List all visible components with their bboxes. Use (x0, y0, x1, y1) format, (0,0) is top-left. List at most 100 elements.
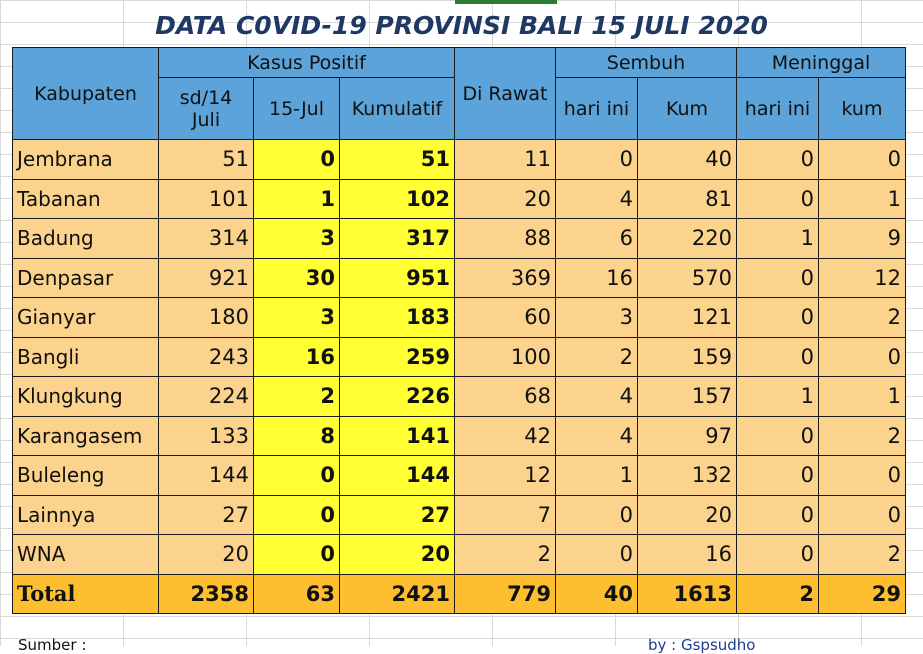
cell-sembuh-hari-ini[interactable]: 16 (555, 257, 638, 298)
cell-sembuh-kum[interactable]: 159 (637, 336, 737, 377)
cell-15-jul[interactable]: 0 (253, 139, 340, 180)
cell-kabupaten[interactable]: Karangasem (12, 415, 159, 456)
header-kumulatif[interactable]: Kumulatif (339, 77, 455, 140)
cell-meninggal-kum[interactable]: 2 (818, 297, 906, 338)
cell-sembuh-hari-ini[interactable]: 0 (555, 139, 638, 180)
header-meninggal-kum[interactable]: kum (818, 77, 906, 140)
cell-meninggal-kum[interactable]: 1 (818, 376, 906, 417)
cell-kumulatif[interactable]: 183 (339, 297, 455, 338)
cell-kabupaten[interactable]: Denpasar (12, 257, 159, 298)
cell-15-jul[interactable]: 0 (253, 534, 340, 575)
cell-kumulatif[interactable]: 141 (339, 415, 455, 456)
cell-kabupaten[interactable]: Buleleng (12, 455, 159, 496)
cell-dirawat[interactable]: 20 (454, 178, 556, 219)
cell-15-jul[interactable]: 16 (253, 336, 340, 377)
cell-meninggal-hari-ini[interactable]: 1 (736, 218, 819, 259)
cell-sembuh-hari-ini[interactable]: 0 (555, 494, 638, 535)
cell-kumulatif[interactable]: 27 (339, 494, 455, 535)
cell-total-label[interactable]: Total (12, 573, 159, 614)
cell-total-meninggal-hari-ini[interactable]: 2 (736, 573, 819, 614)
cell-sembuh-hari-ini[interactable]: 4 (555, 415, 638, 456)
cell-sd14[interactable]: 224 (158, 376, 254, 417)
cell-sembuh-hari-ini[interactable]: 4 (555, 178, 638, 219)
cell-sembuh-kum[interactable]: 97 (637, 415, 737, 456)
cell-kumulatif[interactable]: 951 (339, 257, 455, 298)
cell-sembuh-hari-ini[interactable]: 3 (555, 297, 638, 338)
cell-15-jul[interactable]: 8 (253, 415, 340, 456)
cell-meninggal-kum[interactable]: 0 (818, 139, 906, 180)
cell-dirawat[interactable]: 42 (454, 415, 556, 456)
cell-sembuh-kum[interactable]: 220 (637, 218, 737, 259)
cell-total-sembuh-kum[interactable]: 1613 (637, 573, 737, 614)
cell-kabupaten[interactable]: Tabanan (12, 178, 159, 219)
cell-sembuh-kum[interactable]: 132 (637, 455, 737, 496)
cell-kumulatif[interactable]: 259 (339, 336, 455, 377)
cell-sembuh-kum[interactable]: 16 (637, 534, 737, 575)
cell-kumulatif[interactable]: 144 (339, 455, 455, 496)
header-sembuh[interactable]: Sembuh (555, 47, 737, 78)
cell-total-dirawat[interactable]: 779 (454, 573, 556, 614)
cell-sembuh-kum[interactable]: 121 (637, 297, 737, 338)
header-sembuh-kum[interactable]: Kum (637, 77, 737, 140)
cell-sd14[interactable]: 314 (158, 218, 254, 259)
cell-15-jul[interactable]: 30 (253, 257, 340, 298)
cell-meninggal-kum[interactable]: 9 (818, 218, 906, 259)
cell-15-jul[interactable]: 3 (253, 297, 340, 338)
cell-15-jul[interactable]: 2 (253, 376, 340, 417)
cell-15-jul[interactable]: 1 (253, 178, 340, 219)
cell-sembuh-hari-ini[interactable]: 2 (555, 336, 638, 377)
cell-sd14[interactable]: 27 (158, 494, 254, 535)
cell-sembuh-kum[interactable]: 570 (637, 257, 737, 298)
cell-dirawat[interactable]: 7 (454, 494, 556, 535)
cell-total-15-jul[interactable]: 63 (253, 573, 340, 614)
cell-kabupaten[interactable]: Bangli (12, 336, 159, 377)
cell-dirawat[interactable]: 100 (454, 336, 556, 377)
cell-meninggal-hari-ini[interactable]: 0 (736, 139, 819, 180)
cell-dirawat[interactable]: 60 (454, 297, 556, 338)
cell-kabupaten[interactable]: WNA (12, 534, 159, 575)
cell-meninggal-kum[interactable]: 2 (818, 534, 906, 575)
cell-sd14[interactable]: 180 (158, 297, 254, 338)
cell-dirawat[interactable]: 2 (454, 534, 556, 575)
cell-meninggal-hari-ini[interactable]: 0 (736, 455, 819, 496)
header-meninggal[interactable]: Meninggal (736, 47, 906, 78)
cell-sd14[interactable]: 921 (158, 257, 254, 298)
cell-kumulatif[interactable]: 102 (339, 178, 455, 219)
cell-meninggal-hari-ini[interactable]: 0 (736, 257, 819, 298)
cell-sd14[interactable]: 243 (158, 336, 254, 377)
cell-total-sembuh-hari-ini[interactable]: 40 (555, 573, 638, 614)
cell-sembuh-hari-ini[interactable]: 4 (555, 376, 638, 417)
header-15-jul[interactable]: 15-Jul (253, 77, 340, 140)
cell-kabupaten[interactable]: Gianyar (12, 297, 159, 338)
cell-meninggal-kum[interactable]: 12 (818, 257, 906, 298)
cell-15-jul[interactable]: 0 (253, 494, 340, 535)
cell-meninggal-hari-ini[interactable]: 0 (736, 336, 819, 377)
cell-15-jul[interactable]: 3 (253, 218, 340, 259)
cell-total-meninggal-kum[interactable]: 29 (818, 573, 906, 614)
cell-kumulatif[interactable]: 20 (339, 534, 455, 575)
cell-total-kumulatif[interactable]: 2421 (339, 573, 455, 614)
cell-sembuh-hari-ini[interactable]: 1 (555, 455, 638, 496)
cell-sd14[interactable]: 101 (158, 178, 254, 219)
cell-sembuh-kum[interactable]: 20 (637, 494, 737, 535)
cell-dirawat[interactable]: 88 (454, 218, 556, 259)
cell-meninggal-hari-ini[interactable]: 0 (736, 178, 819, 219)
cell-15-jul[interactable]: 0 (253, 455, 340, 496)
cell-meninggal-hari-ini[interactable]: 1 (736, 376, 819, 417)
header-dirawat[interactable]: Di Rawat (454, 47, 556, 140)
cell-meninggal-kum[interactable]: 0 (818, 455, 906, 496)
header-meninggal-hari-ini[interactable]: hari ini (736, 77, 819, 140)
cell-meninggal-hari-ini[interactable]: 0 (736, 415, 819, 456)
header-kabupaten[interactable]: Kabupaten (12, 47, 159, 140)
cell-sd14[interactable]: 51 (158, 139, 254, 180)
cell-dirawat[interactable]: 12 (454, 455, 556, 496)
cell-sembuh-kum[interactable]: 40 (637, 139, 737, 180)
cell-dirawat[interactable]: 68 (454, 376, 556, 417)
cell-sd14[interactable]: 20 (158, 534, 254, 575)
cell-kabupaten[interactable]: Badung (12, 218, 159, 259)
cell-meninggal-hari-ini[interactable]: 0 (736, 297, 819, 338)
header-sd14[interactable]: sd/14 Juli (158, 77, 254, 140)
cell-sembuh-hari-ini[interactable]: 0 (555, 534, 638, 575)
cell-kabupaten[interactable]: Klungkung (12, 376, 159, 417)
header-kasus-positif[interactable]: Kasus Positif (158, 47, 455, 78)
